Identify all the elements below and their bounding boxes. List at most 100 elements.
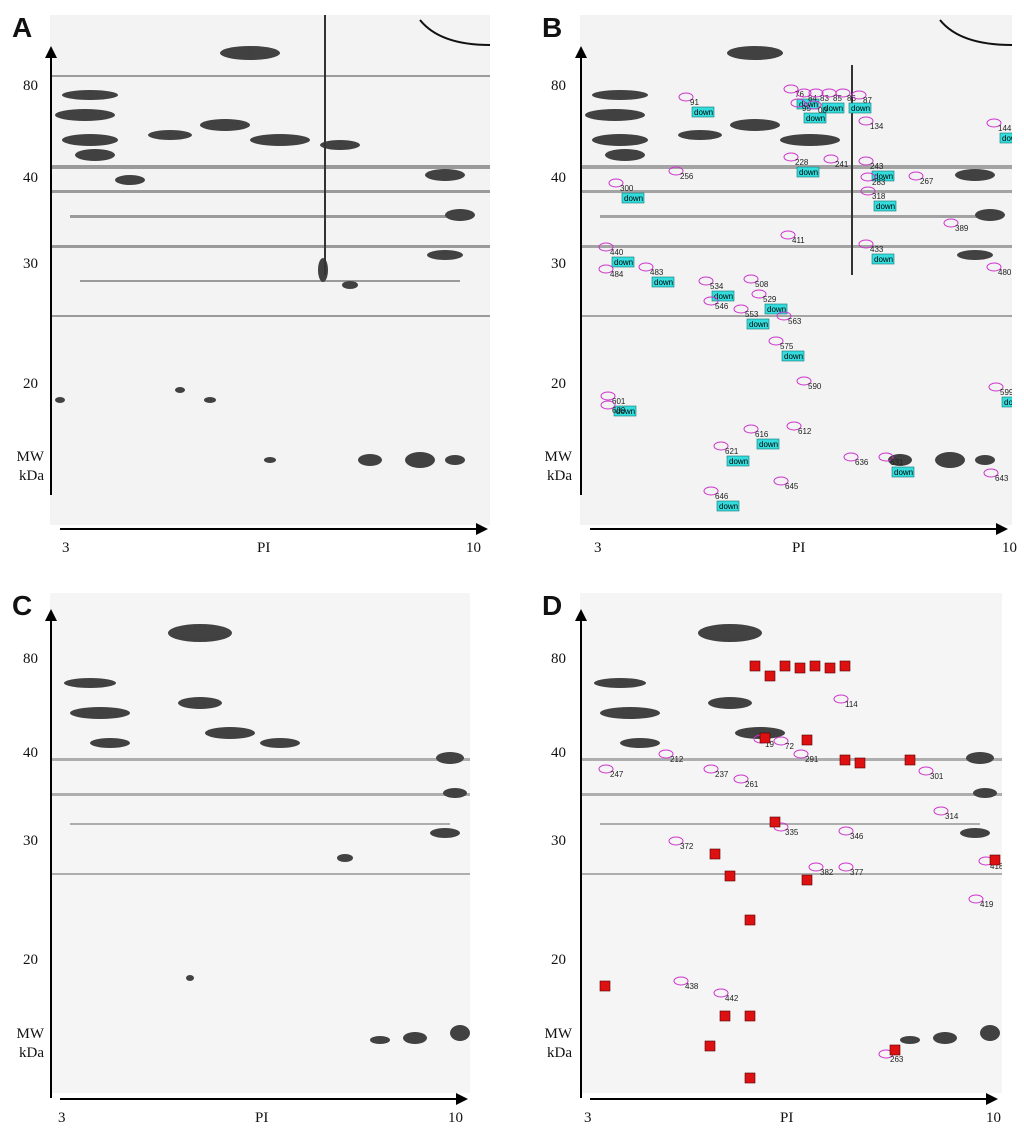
y-tick: 20 xyxy=(23,952,38,968)
spot-number: 575 xyxy=(780,342,794,351)
spot-outline xyxy=(743,424,759,434)
x-min: 3 xyxy=(58,1110,66,1126)
spot-number: 621 xyxy=(725,447,739,456)
spot-number: 241 xyxy=(835,160,849,169)
spot-outline xyxy=(806,100,822,110)
spot-outline xyxy=(698,276,714,286)
down-tag: down xyxy=(651,276,675,288)
spot-number: 590 xyxy=(808,382,822,391)
spot-number: 601 xyxy=(612,397,626,406)
svg-text:down: down xyxy=(1004,398,1012,407)
down-tag: down xyxy=(821,102,845,114)
spot-outline xyxy=(768,336,784,346)
spot-number: 291 xyxy=(805,755,819,764)
svg-text:down: down xyxy=(799,168,818,177)
x-max: 10 xyxy=(466,540,481,556)
spot-number: 563 xyxy=(788,317,802,326)
spot-number: 114 xyxy=(845,700,858,709)
svg-text:down: down xyxy=(654,278,673,287)
spot-outline xyxy=(933,806,949,816)
spot-number: 76 xyxy=(795,90,804,99)
x-axis xyxy=(590,1098,988,1100)
mw-label: MW kDa xyxy=(16,1026,45,1061)
spot-number: 440 xyxy=(610,248,624,257)
y-tick: 40 xyxy=(551,170,566,186)
y-tick: 40 xyxy=(551,745,566,761)
spot-number: 609 xyxy=(612,406,626,415)
spot-number: 95 xyxy=(802,104,811,113)
spot-outline xyxy=(878,452,894,462)
red-square-marker xyxy=(809,660,821,672)
spot-number: 19 xyxy=(765,740,774,749)
spot-outline xyxy=(638,262,654,272)
spot-outline xyxy=(600,400,616,410)
red-square-marker xyxy=(989,854,1001,866)
spot-number: 247 xyxy=(610,770,624,779)
x-axis-title: PI xyxy=(255,1110,269,1126)
x-min: 3 xyxy=(62,540,70,556)
svg-text:down: down xyxy=(767,305,786,314)
down-tag: down xyxy=(803,112,827,124)
y-tick: 20 xyxy=(23,376,38,392)
red-square-marker xyxy=(794,662,806,674)
spot-number: 283 xyxy=(872,178,886,187)
x-axis-title: PI xyxy=(780,1110,794,1126)
spot-number: 643 xyxy=(995,474,1009,483)
panel-letter: D xyxy=(542,590,563,621)
spot-number: 599 xyxy=(1000,388,1012,397)
spot-outline xyxy=(835,88,851,98)
y-tick: 30 xyxy=(551,833,566,849)
spot-number: 616 xyxy=(755,430,769,439)
x-axis-arrow xyxy=(476,523,488,535)
svg-text:down: down xyxy=(759,440,778,449)
spot-outline xyxy=(986,118,1002,128)
spot-outline xyxy=(780,230,796,240)
svg-text:down: down xyxy=(824,104,843,113)
down-tag: down xyxy=(621,192,645,204)
spot-number: 419 xyxy=(980,900,994,909)
spot-number: 480 xyxy=(998,268,1012,277)
y-tick: 40 xyxy=(23,745,38,761)
red-square-marker xyxy=(724,870,736,882)
spot-number: 433 xyxy=(870,245,884,254)
y-axis xyxy=(50,55,52,495)
svg-text:down: down xyxy=(714,292,733,301)
spot-outline xyxy=(598,242,614,252)
spot-number: 300 xyxy=(620,184,634,193)
gel-image: 114 212 237 247 261 19 72 291 301 314 335 346 372 377… xyxy=(580,593,1002,1093)
spot-outline xyxy=(608,178,624,188)
x-max: 10 xyxy=(986,1110,1001,1126)
spot-outline xyxy=(983,468,999,478)
svg-text:down: down xyxy=(1002,134,1012,143)
gel-image: 76 down 84 83 down 85 86 down 87 95 down 00 91 down 13… xyxy=(580,15,1012,525)
spot-outline xyxy=(860,186,876,196)
spot-number: 00 xyxy=(818,106,827,115)
spot-outline xyxy=(908,171,924,181)
y-axis xyxy=(50,618,52,1098)
spot-outline xyxy=(808,862,824,872)
spot-outline xyxy=(713,988,729,998)
x-axis xyxy=(590,528,1000,530)
spot-outline xyxy=(858,156,874,166)
down-tag: down xyxy=(711,290,735,302)
spot-outline xyxy=(703,764,719,774)
mw-label: MW kDa xyxy=(16,449,45,484)
spot-number: 87 xyxy=(863,96,872,105)
mw-label: MW kDa xyxy=(544,1026,573,1061)
x-axis-arrow xyxy=(996,523,1008,535)
down-tag: down xyxy=(873,200,897,212)
spot-number: 382 xyxy=(820,868,834,877)
red-square-marker xyxy=(854,757,866,769)
spot-outline xyxy=(783,84,799,94)
spot-outline xyxy=(943,218,959,228)
spot-outline xyxy=(598,264,614,274)
spot-outline xyxy=(773,476,789,486)
spot-number: 318 xyxy=(872,192,886,201)
spot-number: 85 xyxy=(833,94,842,103)
red-square-marker xyxy=(599,980,611,992)
spot-number: 645 xyxy=(785,482,799,491)
svg-text:down: down xyxy=(851,104,870,113)
svg-text:down: down xyxy=(729,457,748,466)
x-axis-title: PI xyxy=(792,540,806,556)
spot-outline xyxy=(860,172,876,182)
